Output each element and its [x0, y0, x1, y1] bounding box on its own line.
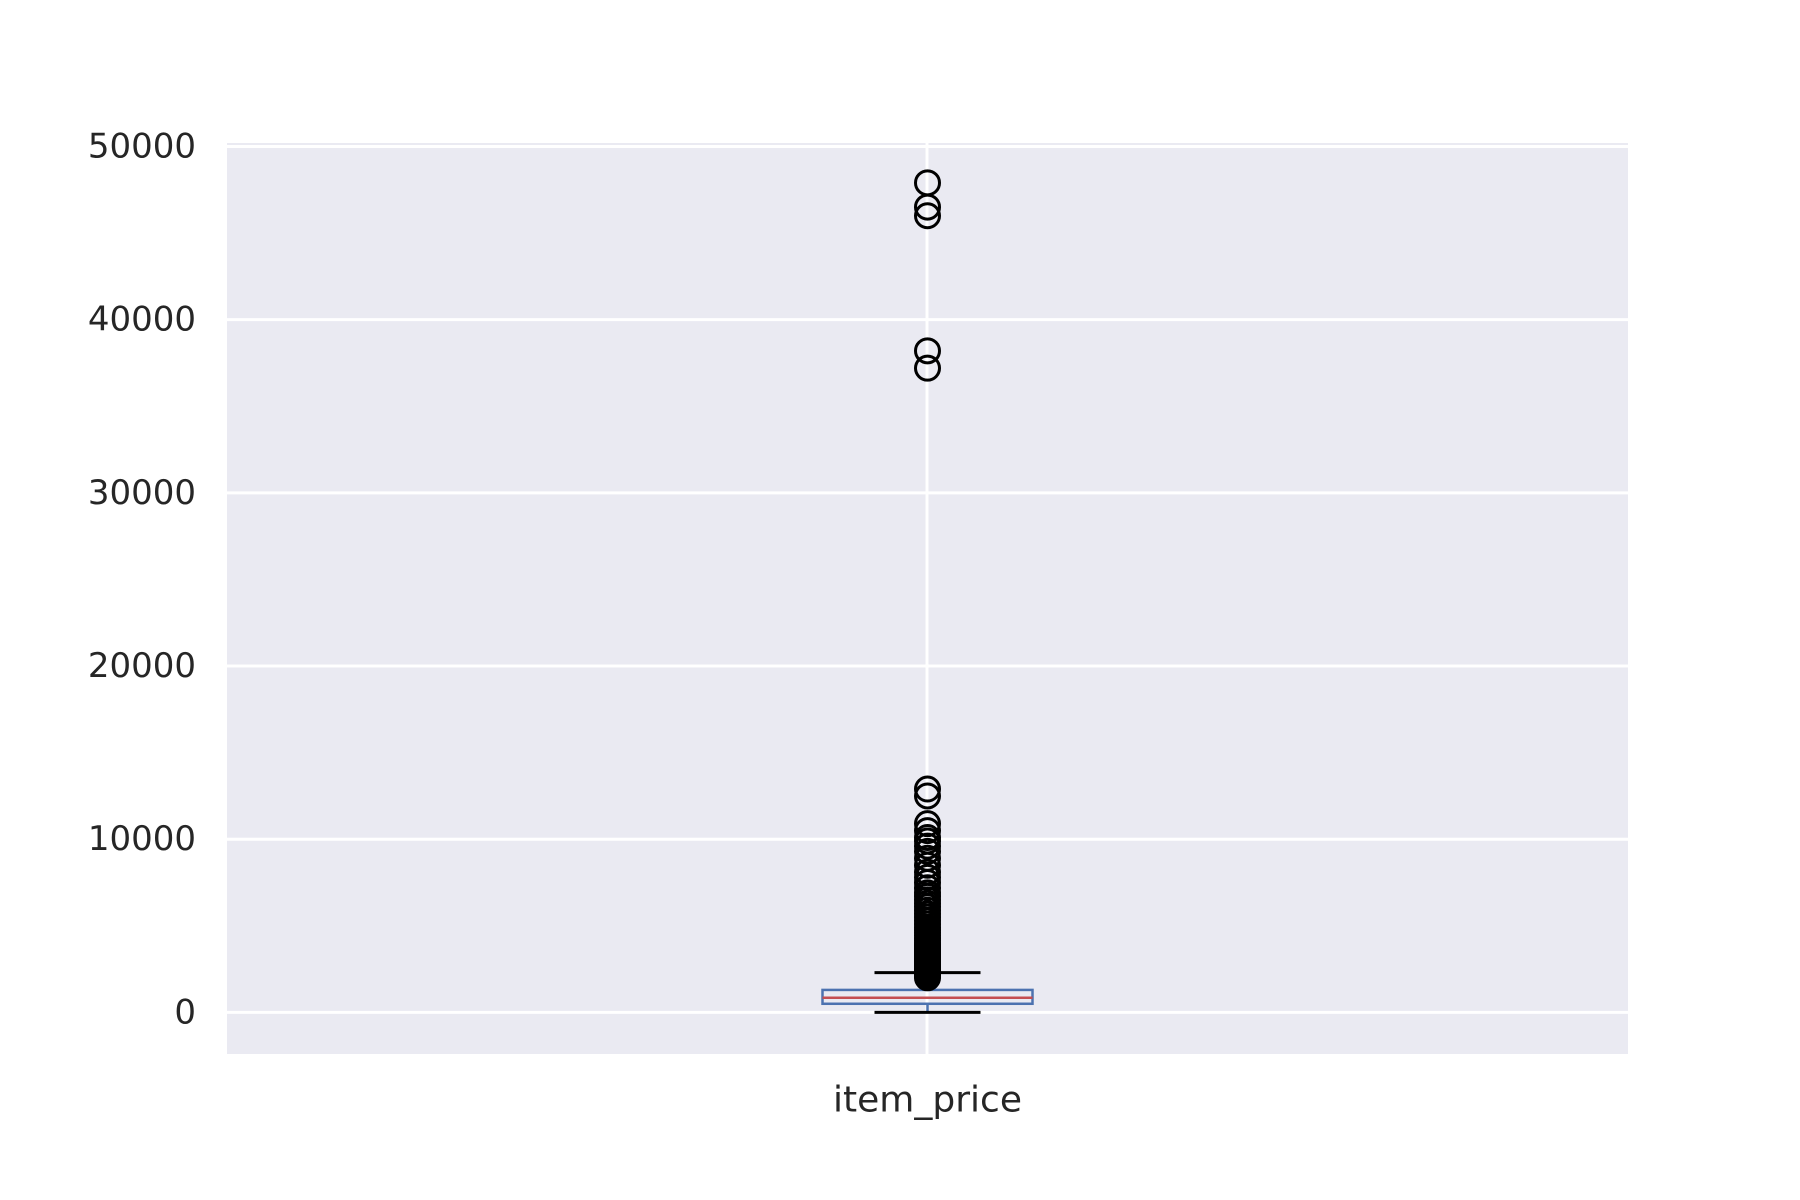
y-tick-label: 0: [174, 992, 196, 1032]
y-tick-labels: 0 10000 20000 30000 40000 50000: [88, 126, 196, 1032]
outlier-point: [914, 824, 941, 852]
outlier-point: [914, 354, 941, 382]
outlier-point: [914, 202, 941, 230]
x-tick-label: item_price: [833, 1080, 1022, 1121]
y-tick-label: 30000: [88, 473, 196, 513]
y-tick-label: 20000: [88, 646, 196, 686]
outlier-point: [914, 337, 941, 365]
outlier-point: [914, 810, 941, 838]
y-tick-label: 50000: [88, 126, 196, 166]
outlier-point: [914, 775, 941, 803]
outlier-point: [914, 858, 941, 886]
outlier-point: [914, 817, 941, 845]
outlier-point: [914, 782, 941, 810]
outlier-point: [914, 169, 941, 197]
y-tick-label: 40000: [88, 300, 196, 340]
outlier-point: [914, 844, 941, 872]
x-tick-labels: item_price: [833, 1080, 1022, 1121]
box-series: [821, 169, 1034, 1014]
y-tick-label: 10000: [88, 819, 196, 859]
